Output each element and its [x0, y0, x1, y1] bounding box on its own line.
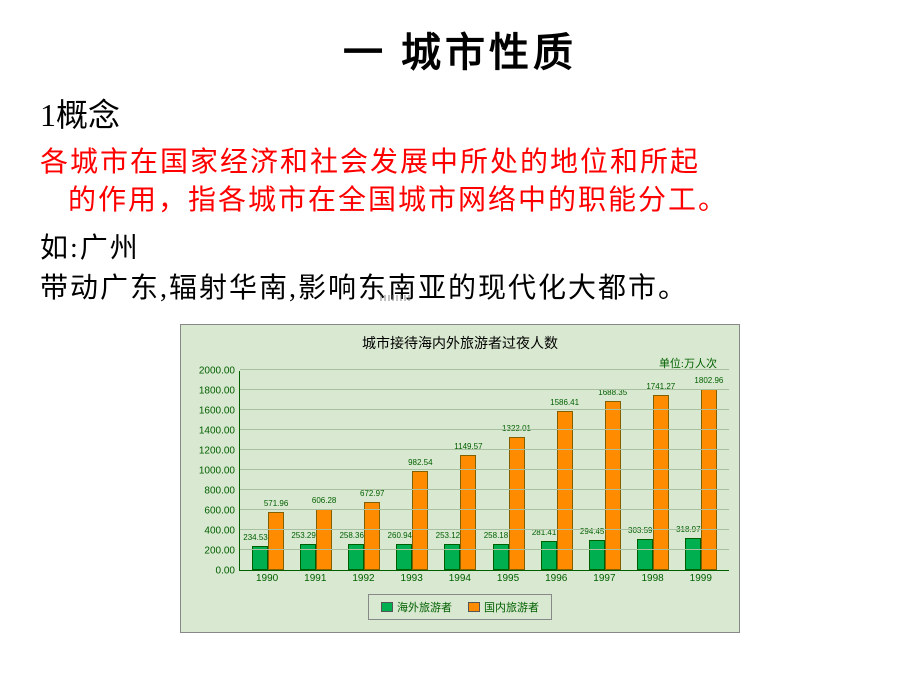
section-heading: 1概念 [40, 90, 880, 136]
legend-swatch-a [381, 602, 393, 612]
bar-series-b: 982.54 [412, 471, 428, 569]
bar-group: 260.94982.54 [390, 471, 434, 569]
decorative-artifact [380, 295, 410, 301]
grid-line [240, 389, 729, 390]
definition-line2: 的作用，指各城市在全国城市网络中的职能分工。 [40, 182, 880, 220]
x-axis: 1990 1991 1992 1993 1994 1995 1996 1997 1998 1999 [239, 571, 729, 584]
bars-row: 234.53571.96253.29606.28258.36672.97260.… [240, 371, 729, 570]
bar-value-label: 260.94 [388, 531, 412, 540]
x-tick-label: 1993 [390, 573, 434, 584]
bar-group: 318.971802.96 [679, 389, 723, 569]
bar-group: 253.121149.57 [438, 455, 482, 570]
y-tick-label: 2000.00 [199, 365, 235, 376]
bar-series-b: 606.28 [316, 509, 332, 570]
bar-series-a: 260.94 [396, 544, 412, 570]
y-tick-label: 0.00 [216, 565, 235, 576]
bar-series-a: 234.53 [252, 546, 268, 569]
bar-group: 281.411586.41 [535, 411, 579, 570]
legend: 海外旅游者 国内旅游者 [368, 594, 552, 620]
bar-series-b: 571.96 [268, 512, 284, 569]
grid-line [240, 549, 729, 550]
definition-text: 各城市在国家经济和社会发展中所处的地位和所起 的作用，指各城市在全国城市网络中的… [40, 144, 880, 220]
legend-item-b: 国内旅游者 [468, 599, 539, 615]
bar-value-label: 672.97 [360, 489, 384, 498]
x-tick-label: 1992 [341, 573, 385, 584]
bar-value-label: 253.29 [291, 531, 315, 540]
y-tick-label: 400.00 [204, 525, 235, 536]
y-tick-label: 800.00 [204, 485, 235, 496]
grid-line [240, 469, 729, 470]
bar-value-label: 303.59 [628, 526, 652, 535]
plot-area: 0.00200.00400.00600.00800.001000.001200.… [191, 371, 729, 571]
x-tick-label: 1999 [679, 573, 723, 584]
x-tick-label: 1997 [582, 573, 626, 584]
x-tick-label: 1995 [486, 573, 530, 584]
bar-series-a: 318.97 [685, 538, 701, 570]
bar-value-label: 1586.41 [550, 398, 579, 407]
grid-line [240, 449, 729, 450]
bar-value-label: 281.41 [532, 528, 556, 537]
bar-series-a: 281.41 [541, 541, 557, 569]
bar-series-b: 1741.27 [653, 395, 669, 569]
x-tick-label: 1994 [438, 573, 482, 584]
example-text: 带动广东,辐射华南,影响东南亚的现代化大都市。 [40, 266, 880, 306]
y-tick-label: 1400.00 [199, 425, 235, 436]
bar-group: 258.181322.01 [487, 437, 531, 569]
chart-title: 城市接待海内外旅游者过夜人数 [191, 333, 729, 353]
y-tick-label: 200.00 [204, 545, 235, 556]
legend-item-a: 海外旅游者 [381, 599, 452, 615]
bar-value-label: 1802.96 [694, 376, 723, 385]
grid-line [240, 489, 729, 490]
plot: 234.53571.96253.29606.28258.36672.97260.… [239, 371, 729, 571]
chart-container: 城市接待海内外旅游者过夜人数 单位:万人次 0.00200.00400.0060… [180, 324, 740, 633]
bar-value-label: 571.96 [264, 499, 288, 508]
bar-series-a: 294.45 [589, 540, 605, 569]
grid-line [240, 529, 729, 530]
grid-line [240, 509, 729, 510]
bar-value-label: 258.18 [484, 531, 508, 540]
bar-series-b: 1322.01 [509, 437, 525, 569]
bar-group: 258.36672.97 [342, 502, 386, 569]
bar-value-label: 234.53 [243, 533, 267, 542]
y-tick-label: 1800.00 [199, 385, 235, 396]
legend-label-a: 海外旅游者 [397, 599, 452, 615]
bar-group: 303.591741.27 [631, 395, 675, 569]
bar-value-label: 253.12 [436, 531, 460, 540]
legend-swatch-b [468, 602, 480, 612]
bar-series-b: 1586.41 [557, 411, 573, 570]
y-tick-label: 1200.00 [199, 445, 235, 456]
bar-series-b: 1149.57 [460, 455, 476, 570]
bar-value-label: 982.54 [408, 458, 432, 467]
bar-series-b: 672.97 [364, 502, 380, 569]
legend-label-b: 国内旅游者 [484, 599, 539, 615]
grid-line [240, 369, 729, 370]
slide: 一 城市性质 1概念 各城市在国家经济和社会发展中所处的地位和所起 的作用，指各… [0, 0, 920, 690]
bar-value-label: 1741.27 [646, 382, 675, 391]
definition-line1: 各城市在国家经济和社会发展中所处的地位和所起 [40, 147, 700, 178]
bar-series-a: 303.59 [637, 539, 653, 569]
x-tick-label: 1990 [245, 573, 289, 584]
y-tick-label: 1600.00 [199, 405, 235, 416]
page-title: 一 城市性质 [40, 20, 880, 78]
grid-line [240, 429, 729, 430]
bar-series-b: 1802.96 [701, 389, 717, 569]
x-tick-label: 1996 [534, 573, 578, 584]
bar-group: 234.53571.96 [246, 512, 290, 569]
x-tick-label: 1991 [293, 573, 337, 584]
bar-group: 253.29606.28 [294, 509, 338, 570]
bar-value-label: 606.28 [312, 496, 336, 505]
y-tick-label: 600.00 [204, 505, 235, 516]
y-tick-label: 1000.00 [199, 465, 235, 476]
bar-series-b: 1688.35 [605, 401, 621, 570]
grid-line [240, 409, 729, 410]
chart-frame: 城市接待海内外旅游者过夜人数 单位:万人次 0.00200.00400.0060… [183, 327, 737, 630]
example-label: 如:广州 [40, 226, 880, 266]
bar-value-label: 258.36 [339, 531, 363, 540]
bar-group: 294.451688.35 [583, 401, 627, 570]
x-tick-label: 1998 [631, 573, 675, 584]
y-axis: 0.00200.00400.00600.00800.001000.001200.… [191, 371, 239, 571]
